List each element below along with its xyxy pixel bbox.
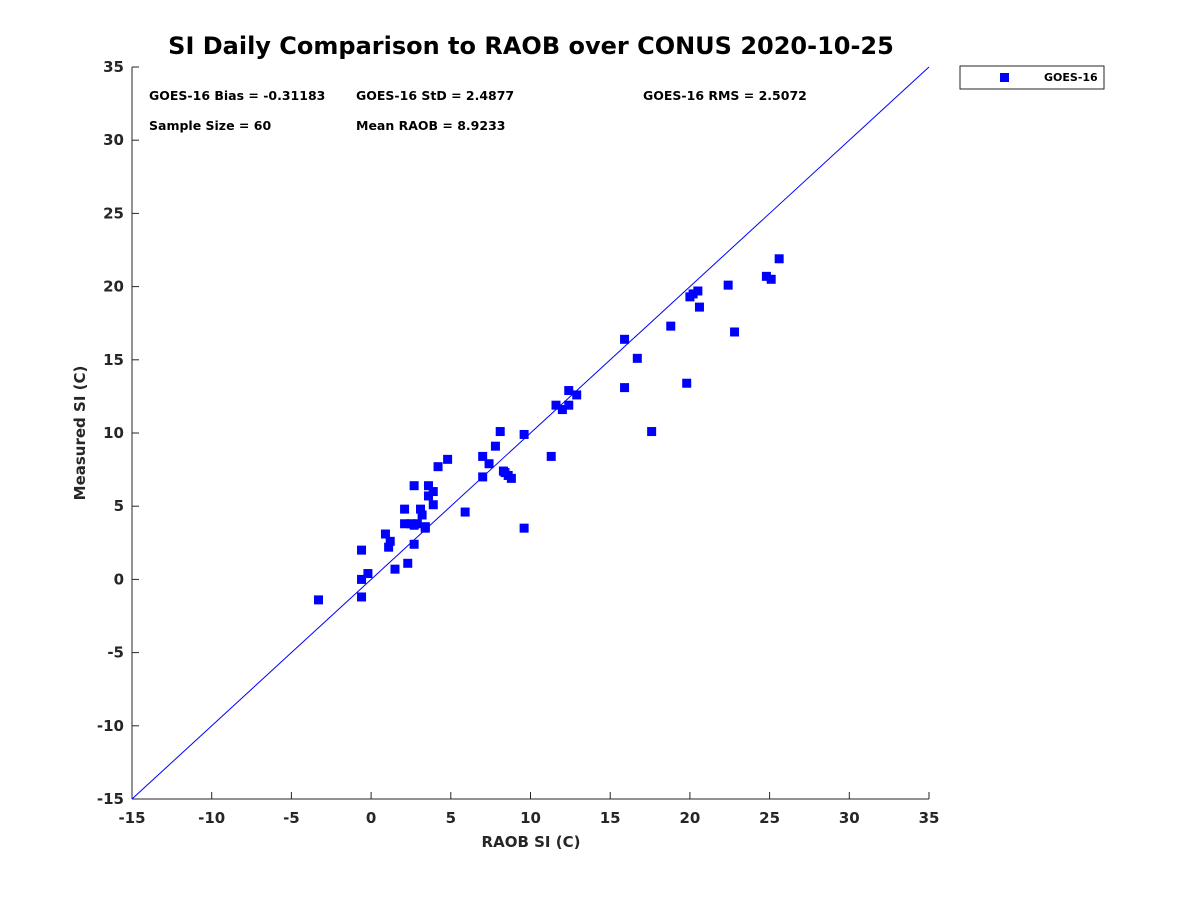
data-point <box>400 519 410 529</box>
data-point <box>484 459 494 469</box>
plot-area: -15 -10 -5 0 5 10 15 20 25 30 35 -15 -10 -5 0 5 10 15 20 2… <box>97 58 940 827</box>
data-point <box>564 400 574 410</box>
y-tick-label: 35 <box>103 58 124 76</box>
data-point <box>632 353 642 363</box>
data-point <box>557 405 567 415</box>
data-point <box>500 468 510 478</box>
data-point <box>357 545 367 555</box>
data-point <box>730 327 740 337</box>
data-point <box>363 569 373 579</box>
data-point <box>495 427 505 437</box>
x-axis-label: RAOB SI (C) <box>482 833 581 851</box>
legend-marker <box>1000 73 1009 82</box>
data-point <box>620 334 630 344</box>
x-tick-label: 0 <box>366 809 376 827</box>
legend-box <box>959 65 1105 90</box>
y-tick-label: -5 <box>107 644 124 662</box>
data-point <box>390 564 400 574</box>
sample-size-annotation: Sample Size = 60 <box>149 118 271 133</box>
data-point <box>380 529 390 539</box>
data-point <box>693 286 703 296</box>
data-point <box>478 472 488 482</box>
x-tick-label: 30 <box>839 809 860 827</box>
y-tick-label: 20 <box>103 278 124 296</box>
legend: GOES-16 <box>959 65 1105 90</box>
data-point <box>723 280 733 290</box>
x-tick-label: 15 <box>600 809 621 827</box>
data-point <box>357 592 367 602</box>
data-point <box>428 500 438 510</box>
data-point <box>572 390 582 400</box>
data-point <box>384 542 394 552</box>
one-to-one-reference-line <box>131 66 930 800</box>
data-point <box>688 289 698 299</box>
x-tick-label: 35 <box>919 809 940 827</box>
x-tick-label: -15 <box>118 809 145 827</box>
y-tick-label: 25 <box>103 204 124 222</box>
data-point <box>409 539 419 549</box>
x-ticks: -15 -10 -5 0 5 10 15 20 25 30 35 <box>118 792 939 827</box>
x-tick-label: 10 <box>520 809 541 827</box>
data-point <box>423 481 433 491</box>
x-tick-label: 20 <box>679 809 700 827</box>
data-point <box>519 429 529 439</box>
data-point <box>546 451 556 461</box>
statistics-annotations: GOES-16 Bias = -0.31183 GOES-16 StD = 2.… <box>149 88 807 133</box>
data-point <box>313 595 323 605</box>
x-tick-label: 25 <box>759 809 780 827</box>
bias-annotation: GOES-16 Bias = -0.31183 <box>149 88 325 103</box>
x-tick-label: -10 <box>198 809 225 827</box>
data-point <box>385 536 395 546</box>
y-tick-label: 30 <box>103 131 124 149</box>
mean-raob-annotation: Mean RAOB = 8.9233 <box>356 118 505 133</box>
data-point <box>551 400 561 410</box>
legend-label-goes-16: GOES-16 <box>1044 71 1098 84</box>
y-tick-label: -10 <box>97 717 124 735</box>
data-point <box>647 427 657 437</box>
data-point <box>412 519 422 529</box>
data-point <box>620 383 630 393</box>
data-point <box>400 504 410 514</box>
rms-annotation: GOES-16 RMS = 2.5072 <box>643 88 807 103</box>
data-point <box>506 473 516 483</box>
data-point <box>774 254 784 264</box>
y-tick-label: 10 <box>103 424 124 442</box>
data-point <box>357 574 367 584</box>
data-point <box>766 274 776 284</box>
data-point <box>443 454 453 464</box>
data-point <box>761 271 771 281</box>
y-tick-label: 0 <box>114 570 124 588</box>
data-point <box>433 462 443 472</box>
data-point <box>460 507 470 517</box>
x-tick-label: 5 <box>446 809 456 827</box>
data-point <box>682 378 692 388</box>
y-axis-label: Measured SI (C) <box>71 366 89 501</box>
data-point <box>420 522 430 532</box>
data-point <box>694 302 704 312</box>
data-point <box>409 481 419 491</box>
data-point <box>428 487 438 497</box>
data-point <box>416 504 426 514</box>
chart-title: SI Daily Comparison to RAOB over CONUS 2… <box>168 32 894 60</box>
y-tick-label: -15 <box>97 790 124 808</box>
data-point <box>478 451 488 461</box>
data-points <box>313 254 784 605</box>
std-annotation: GOES-16 StD = 2.4877 <box>356 88 514 103</box>
data-point <box>423 491 433 501</box>
data-point <box>403 558 413 568</box>
data-point <box>519 523 529 533</box>
data-point <box>417 510 427 520</box>
y-tick-label: 5 <box>114 497 124 515</box>
data-point <box>490 441 500 451</box>
y-tick-label: 15 <box>103 351 124 369</box>
y-ticks: -15 -10 -5 0 5 10 15 20 25 30 35 <box>97 58 139 808</box>
data-point <box>564 386 574 396</box>
data-point <box>666 321 676 331</box>
x-tick-label: -5 <box>283 809 300 827</box>
